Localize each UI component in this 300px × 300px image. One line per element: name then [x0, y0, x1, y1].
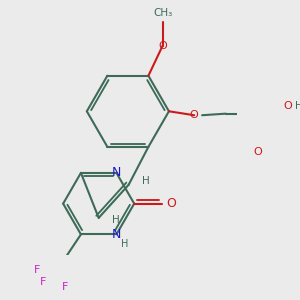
Text: H: H — [295, 101, 300, 111]
Text: O: O — [284, 101, 292, 111]
Text: H: H — [112, 215, 120, 225]
Text: F: F — [62, 282, 68, 292]
Text: H: H — [121, 239, 128, 249]
Text: O: O — [254, 147, 262, 157]
Text: O: O — [158, 41, 167, 51]
Text: CH₃: CH₃ — [153, 8, 172, 18]
Text: H: H — [142, 176, 150, 186]
Text: N: N — [112, 228, 121, 241]
Text: N: N — [112, 167, 121, 179]
Text: F: F — [40, 277, 46, 287]
Text: O: O — [167, 197, 176, 210]
Text: F: F — [34, 265, 40, 275]
Text: O: O — [190, 110, 199, 120]
